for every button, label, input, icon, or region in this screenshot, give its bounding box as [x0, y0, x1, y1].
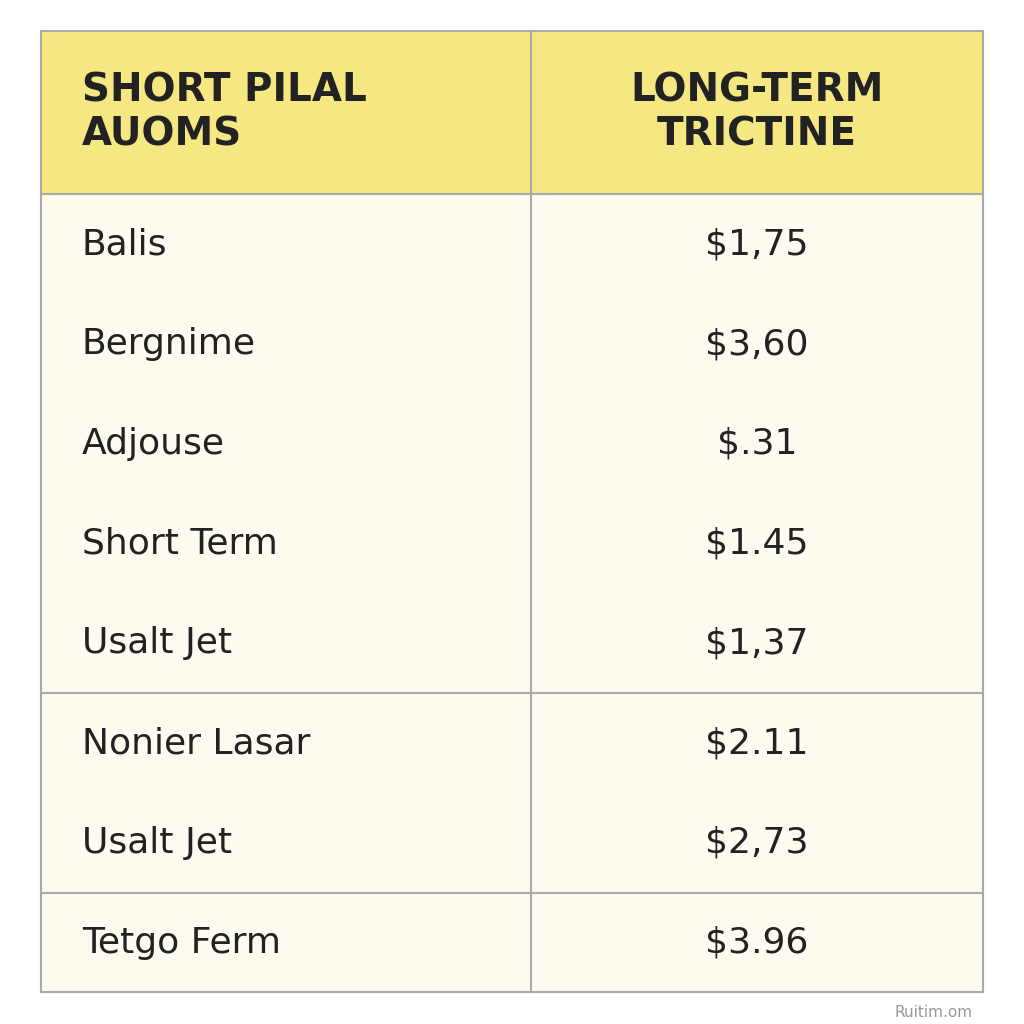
- Text: $1,75: $1,75: [706, 227, 809, 261]
- Text: $1,37: $1,37: [706, 627, 809, 660]
- Text: $3.96: $3.96: [706, 926, 809, 959]
- Text: Usalt Jet: Usalt Jet: [82, 825, 232, 860]
- Text: $.31: $.31: [717, 427, 798, 461]
- Text: $2,73: $2,73: [706, 825, 809, 860]
- Text: LONG-TERM
TRICTINE: LONG-TERM TRICTINE: [630, 72, 884, 154]
- Text: Bergnime: Bergnime: [82, 327, 256, 361]
- Text: SHORT PILAL
AUOMS: SHORT PILAL AUOMS: [82, 72, 367, 154]
- Text: $2.11: $2.11: [706, 726, 809, 760]
- Text: Ruitim.om: Ruitim.om: [895, 1005, 973, 1020]
- Text: $1.45: $1.45: [706, 526, 809, 560]
- Text: $3,60: $3,60: [706, 327, 809, 361]
- Text: Tetgo Ferm: Tetgo Ferm: [82, 926, 281, 959]
- Text: Adjouse: Adjouse: [82, 427, 225, 461]
- Text: Balis: Balis: [82, 227, 167, 261]
- Bar: [41, 31, 983, 195]
- Text: Nonier Lasar: Nonier Lasar: [82, 726, 310, 760]
- Text: Short Term: Short Term: [82, 526, 278, 560]
- Text: Usalt Jet: Usalt Jet: [82, 627, 232, 660]
